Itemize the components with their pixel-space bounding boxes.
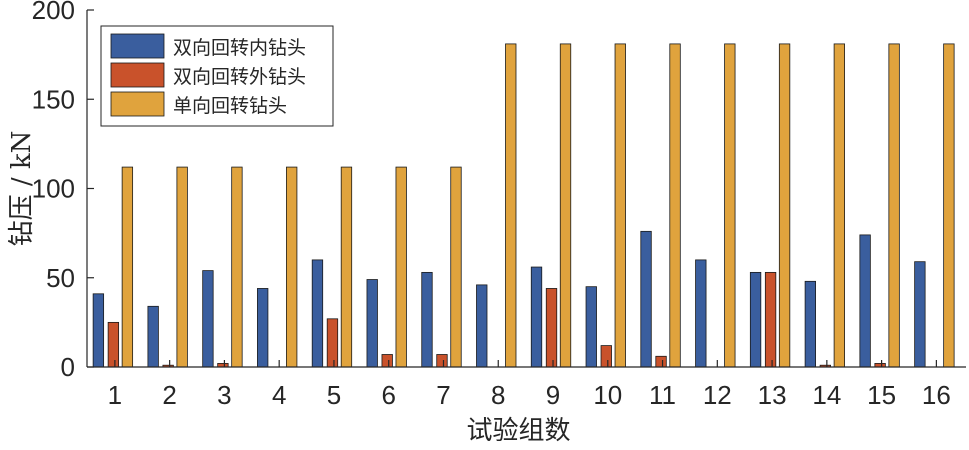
y-tick-label: 150 [32,84,75,114]
bar-2-5 [326,318,339,368]
x-tick-label: 16 [922,380,951,410]
x-tick-label: 2 [162,380,176,410]
legend-swatch-1 [110,33,165,59]
x-tick-label: 14 [812,380,841,410]
bar-3-15 [888,43,900,368]
legend-label-3: 单向回转钻头 [173,95,287,117]
legend-label-2: 双向回转外钻头 [173,66,306,88]
bar-1-13 [749,271,762,368]
bar-1-3 [202,270,214,368]
bar-1-4 [257,288,269,368]
bar-1-14 [804,280,816,368]
x-tick-label: 13 [758,380,787,410]
bar-1-11 [640,230,652,368]
x-tick-label: 12 [703,380,732,410]
x-tick-label: 5 [327,380,341,410]
bar-3-13 [778,43,791,368]
bar-3-12 [724,43,736,368]
bar-3-14 [833,43,845,368]
bar-1-10 [585,286,597,368]
bar-3-2 [176,166,188,368]
bar-2-11 [655,355,667,368]
bar-2-6 [381,354,393,368]
legend-swatch-2 [110,62,165,88]
x-tick-label: 11 [649,380,676,410]
x-tick-label: 6 [381,380,395,410]
y-tick-label: 50 [46,263,75,293]
y-tick-label: 200 [32,0,75,25]
bar-2-9 [545,288,558,368]
bar-1-2 [147,305,159,368]
bar-3-5 [340,166,353,368]
bar-3-9 [559,43,572,368]
bar-2-7 [436,354,448,368]
legend-label-1: 双向回转内钻头 [173,37,306,59]
x-tick-label: 7 [436,380,450,410]
bar-3-8 [505,43,517,368]
bar-3-3 [231,166,243,368]
x-tick-label: 9 [546,380,560,410]
bar-3-6 [395,166,407,368]
bar-2-10 [600,345,612,368]
x-axis-title: 试验组数 [466,416,570,445]
x-tick-label: 4 [272,380,286,410]
bar-3-7 [450,166,462,368]
bar-3-16 [943,43,955,368]
bar-2-1 [107,321,120,368]
x-tick-label: 10 [593,380,622,410]
bar-1-6 [366,279,378,368]
bar-1-15 [859,234,871,368]
bar-3-1 [121,166,134,368]
y-tick-label: 0 [61,352,75,382]
bar-1-8 [476,284,488,368]
y-tick-label: 100 [32,174,75,204]
bar-1-16 [914,261,926,368]
legend-swatch-3 [110,91,165,117]
x-tick-label: 15 [867,380,896,410]
x-tick-label: 8 [491,380,505,410]
x-tick-label: 3 [217,380,231,410]
bar-3-4 [286,166,298,368]
bar-1-7 [421,271,433,368]
bar-1-9 [530,266,543,368]
bar-3-11 [669,43,681,368]
bar-1-1 [92,293,105,368]
bar-2-13 [764,271,777,368]
bar-1-5 [311,259,324,368]
x-tick-label: 1 [108,380,122,410]
y-axis-title: 钻压 / kN [7,131,37,247]
bar-3-10 [614,43,626,368]
bar-1-12 [695,259,707,368]
